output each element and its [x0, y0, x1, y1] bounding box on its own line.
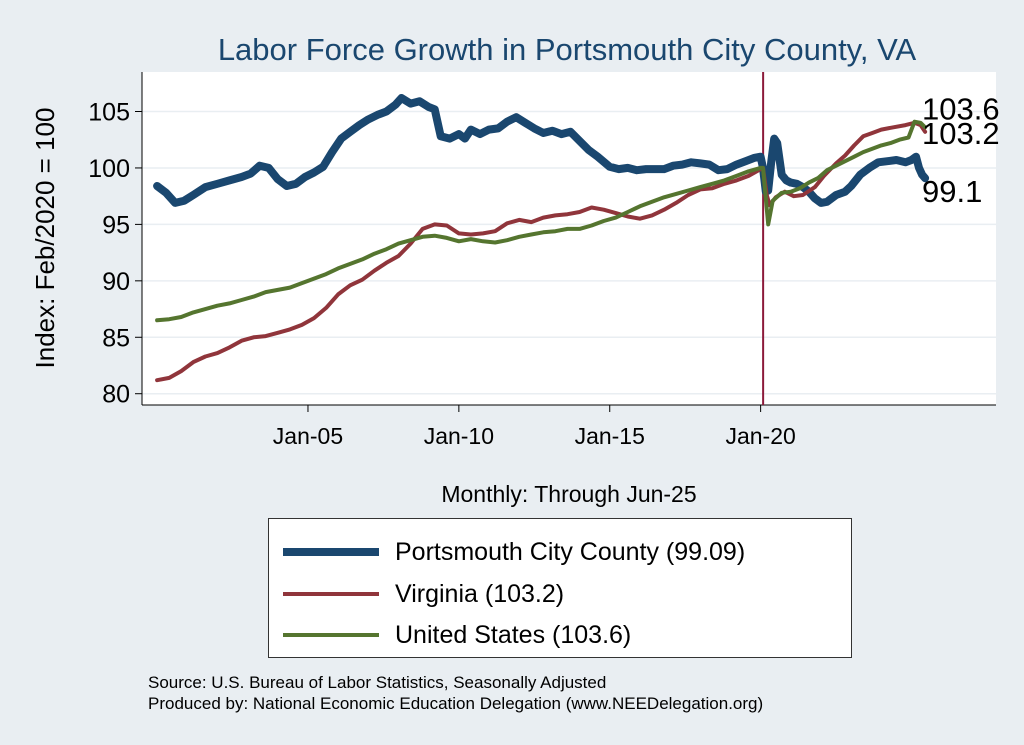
end-label-portsmouth-city-county: 99.1 [922, 174, 982, 209]
series-lines [153, 72, 930, 405]
end-label-virginia: 103.2 [922, 116, 1000, 151]
x-tick-label-1: Jan-10 [424, 423, 494, 449]
grid [142, 110, 996, 395]
legend-swatch-virginia [283, 592, 379, 596]
end-label-united-states: 103.6 [922, 91, 1000, 126]
y-tick-label-100: 100 [88, 155, 130, 183]
produced-by-line: Produced by: National Economic Education… [148, 694, 764, 713]
source-note: Source: U.S. Bureau of Labor Statistics,… [148, 672, 763, 714]
series-line-united-states [155, 119, 928, 323]
legend-label-united-states: United States (103.6) [395, 620, 632, 649]
y-tick-label-105: 105 [88, 99, 130, 127]
source-line: Source: U.S. Bureau of Labor Statistics,… [148, 673, 607, 692]
y-tick-label-90: 90 [102, 268, 130, 296]
x-tick-label-3: Jan-20 [725, 423, 795, 449]
x-axis-label: Monthly: Through Jun-25 [441, 481, 696, 507]
x-tick-label-0: Jan-05 [273, 423, 343, 449]
plot-area [142, 72, 996, 405]
legend-label-virginia: Virginia (103.2) [395, 579, 565, 608]
series-line-virginia [155, 120, 928, 383]
y-tick-label-95: 95 [102, 211, 130, 239]
legend-swatch-portsmouth [283, 548, 379, 556]
legend-label-portsmouth: Portsmouth City County (99.09) [395, 537, 746, 566]
axes: 80 85 90 95 100 105 Jan-05 Jan-10 Jan-15 Jan-20 [88, 72, 996, 449]
chart-title: Labor Force Growth in Portsmouth City Co… [218, 32, 917, 67]
legend-swatch-united-states [283, 633, 379, 637]
y-axis-label: Index: Feb/2020 = 100 [30, 108, 60, 369]
x-tick-label-2: Jan-15 [575, 423, 645, 449]
y-tick-label-85: 85 [102, 324, 130, 352]
y-tick-label-80: 80 [102, 381, 130, 409]
legend: Portsmouth City County (99.09) Virginia … [268, 518, 852, 658]
series-line-portsmouth-city-county [153, 94, 930, 207]
